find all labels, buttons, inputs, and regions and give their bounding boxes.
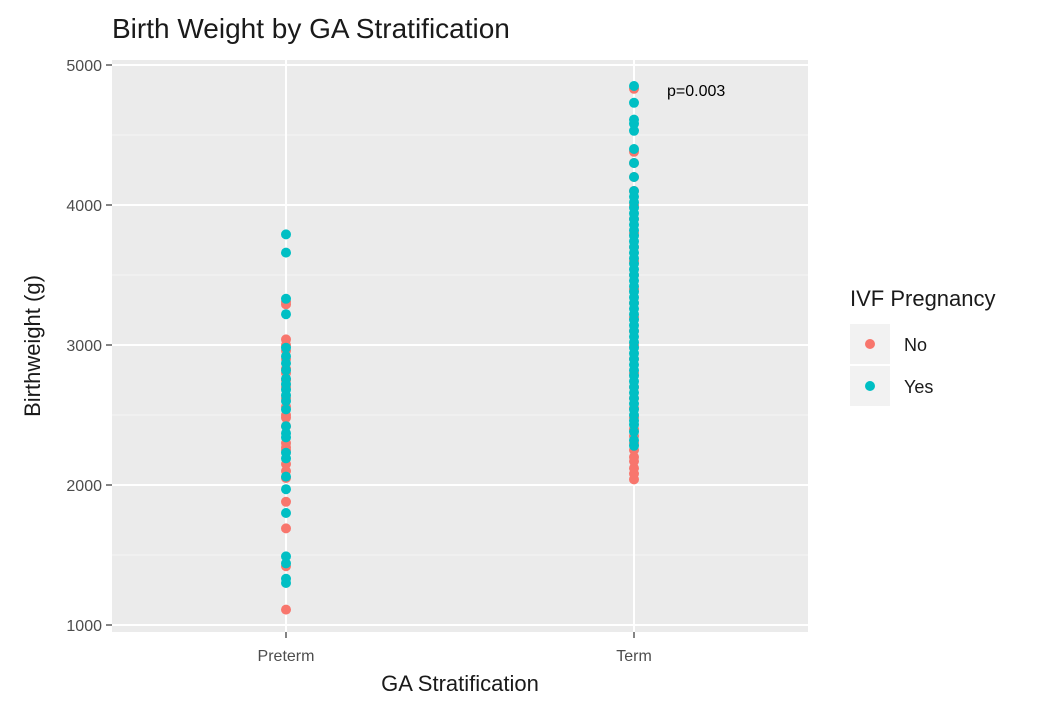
data-point-yes	[281, 309, 291, 320]
data-point-yes	[281, 365, 291, 376]
legend: IVF Pregnancy No Yes	[850, 286, 996, 406]
legend-swatch-no	[865, 339, 875, 349]
data-point-yes	[629, 144, 639, 154]
data-point-yes	[281, 447, 291, 458]
data-point-yes	[281, 351, 291, 362]
data-point-yes	[281, 484, 291, 495]
data-point-yes	[629, 125, 639, 136]
data-point-yes	[281, 342, 291, 353]
x-tick-label: Preterm	[258, 648, 315, 665]
data-point-no	[281, 496, 291, 507]
y-tick-label: 2000	[66, 478, 102, 495]
y-axis: 1000 2000 3000 4000 5000	[66, 58, 112, 635]
y-tick-label: 3000	[66, 338, 102, 355]
data-point-yes	[629, 81, 639, 91]
data-point-no	[281, 604, 291, 615]
data-point-no	[281, 334, 291, 345]
data-point-yes	[281, 573, 291, 584]
data-point-no	[281, 523, 291, 534]
data-point-yes	[629, 435, 639, 446]
data-point-yes	[629, 186, 639, 196]
data-point-yes	[281, 558, 291, 569]
y-axis-title: Birthweight (g)	[20, 275, 45, 417]
data-point-yes	[629, 172, 639, 182]
y-tick-label: 5000	[66, 58, 102, 75]
data-point-yes	[281, 508, 291, 518]
x-axis: Preterm Term	[258, 632, 652, 665]
p-value-annotation: p=0.003	[667, 83, 725, 100]
x-axis-title: GA Stratification	[381, 671, 539, 696]
x-tick-label: Term	[616, 648, 652, 665]
data-point-yes	[629, 97, 639, 108]
data-point-yes	[281, 229, 291, 240]
chart-title: Birth Weight by GA Stratification	[112, 13, 510, 44]
legend-label-yes: Yes	[904, 377, 933, 397]
y-tick-label: 1000	[66, 618, 102, 635]
data-point-yes	[281, 428, 291, 439]
data-points	[281, 81, 639, 615]
data-point-yes	[281, 404, 291, 415]
data-point-yes	[281, 471, 291, 482]
legend-swatch-yes	[865, 381, 875, 391]
data-point-yes	[629, 426, 639, 437]
legend-label-no: No	[904, 335, 927, 355]
data-point-yes	[281, 293, 291, 304]
data-point-yes	[629, 114, 639, 125]
data-point-yes	[281, 551, 291, 562]
data-point-no	[629, 463, 639, 474]
data-point-yes	[281, 358, 291, 369]
y-tick-label: 4000	[66, 198, 102, 215]
data-point-yes	[281, 373, 291, 384]
legend-title: IVF Pregnancy	[850, 286, 996, 311]
data-point-no	[629, 452, 639, 462]
data-point-yes	[281, 421, 291, 432]
data-point-yes	[629, 158, 639, 168]
data-point-yes	[281, 247, 291, 258]
